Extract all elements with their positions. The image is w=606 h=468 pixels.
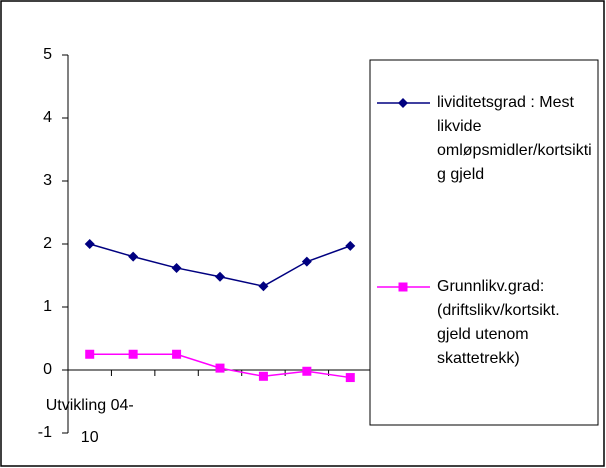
y-tick-label: 0 bbox=[43, 361, 52, 378]
y-tick-label: 5 bbox=[43, 46, 52, 63]
marker bbox=[258, 281, 269, 292]
marker bbox=[171, 262, 182, 273]
marker bbox=[84, 239, 95, 249]
marker bbox=[215, 363, 225, 373]
y-tick-label: 4 bbox=[43, 109, 52, 126]
marker bbox=[398, 98, 408, 108]
y-tick-label: 3 bbox=[43, 172, 52, 189]
marker bbox=[258, 371, 268, 381]
x-tick-label: Utvikling 04-10 bbox=[45, 397, 134, 446]
y-tick-label: -1 bbox=[38, 424, 52, 441]
marker bbox=[172, 349, 182, 359]
marker bbox=[301, 256, 312, 267]
y-tick-label: 2 bbox=[43, 235, 52, 252]
marker bbox=[398, 282, 408, 292]
y-tick-label: 1 bbox=[43, 298, 52, 315]
marker bbox=[85, 349, 95, 359]
marker bbox=[302, 366, 312, 376]
marker bbox=[215, 271, 225, 282]
legend-label: lividitetsgrad : Mest likvide omløpsmidl… bbox=[437, 94, 592, 183]
marker bbox=[128, 349, 138, 359]
marker bbox=[345, 373, 355, 383]
marker bbox=[345, 240, 356, 251]
marker bbox=[128, 251, 139, 262]
legend-box bbox=[369, 59, 599, 426]
legend-label: Grunnlikv.grad: (driftslikv/kortsikt. gj… bbox=[437, 278, 560, 367]
